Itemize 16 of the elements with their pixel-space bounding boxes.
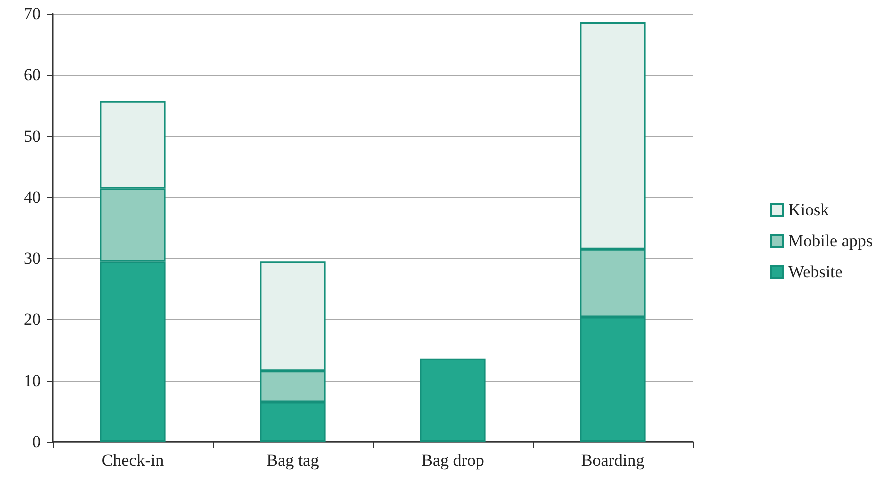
y-tick-label: 50 xyxy=(24,126,41,146)
y-tick-label: 70 xyxy=(24,4,41,24)
legend-label: Mobile apps xyxy=(788,232,874,250)
x-tick-label: Check-in xyxy=(102,451,165,470)
x-tick-label: Bag drop xyxy=(422,451,484,470)
legend-label: Website xyxy=(788,262,843,282)
y-tick-label: 40 xyxy=(24,188,41,207)
bar xyxy=(420,358,486,442)
y-tick-label: 0 xyxy=(32,432,41,452)
y-tick-label: 60 xyxy=(24,66,41,85)
y-tick-label: 10 xyxy=(24,371,41,390)
legend-label: Kiosk xyxy=(788,200,830,220)
x-tick-label: Boarding xyxy=(581,451,646,470)
y-tick-label: 30 xyxy=(24,249,41,268)
y-tick-label: 20 xyxy=(24,310,41,330)
x-tick-label: Bag tag xyxy=(266,451,320,470)
